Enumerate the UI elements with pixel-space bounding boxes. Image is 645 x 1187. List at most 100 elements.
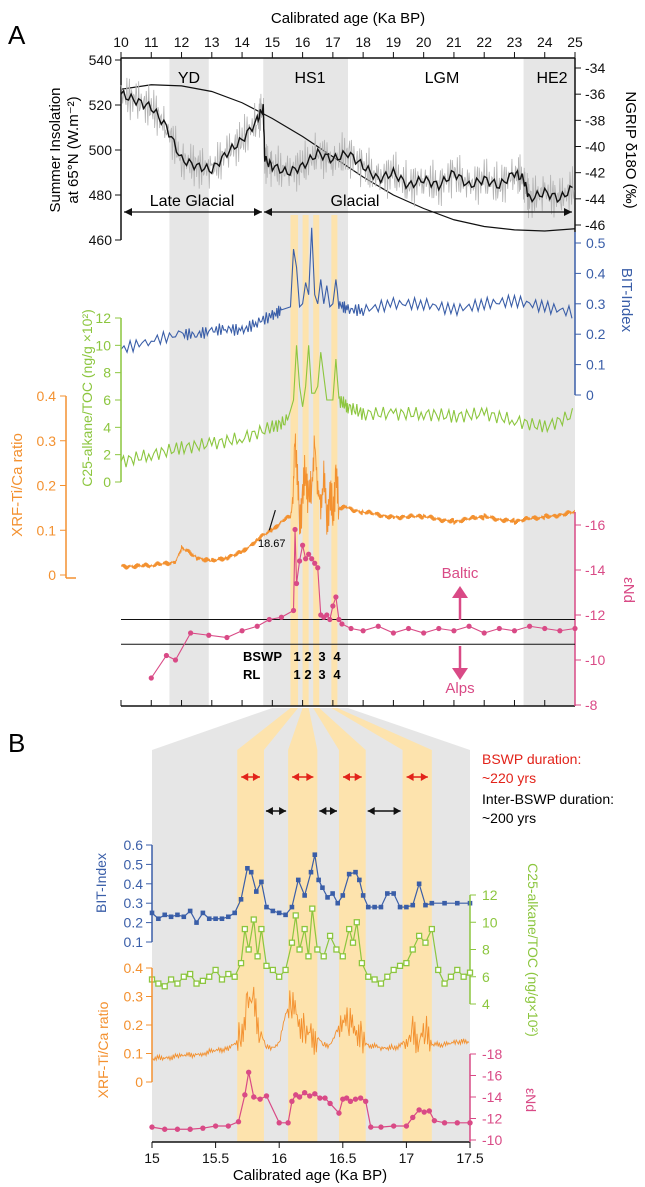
alkane-point-b-4 (174, 980, 181, 987)
bit-tick-label-a-3: 0.2 (586, 326, 606, 342)
period-label-yd: YD (178, 70, 200, 87)
nd-point-b-31 (368, 1124, 374, 1130)
annotation-age: 18.67 (258, 538, 286, 550)
nd-point-b-28 (352, 1096, 359, 1102)
nd-tick-label-b-3: -12 (482, 1111, 502, 1127)
late-glacial-label: Late Glacial (150, 193, 235, 210)
alkane-axis-title-b: C25-alkane/TOC (ng/g×10²) (525, 863, 541, 1037)
a-top-tick-label-5: 15 (265, 34, 281, 50)
inter-duration-label: Inter-BSWP duration: (482, 791, 614, 807)
nd-point-b-19 (307, 1093, 313, 1099)
bit-point-b-17 (254, 889, 259, 894)
a-top-tick-label-2: 12 (174, 34, 190, 50)
nd-point-a-27 (339, 621, 345, 627)
rl-row-label: RL (243, 667, 260, 682)
insolation-axis-title-2: at 65°N (W.m⁻²) (65, 96, 82, 203)
nd-point-b-20 (312, 1091, 318, 1097)
nd-point-a-8 (266, 616, 272, 623)
nd-point-b-30 (362, 1098, 369, 1105)
ngrip-tick-label-2: -38 (585, 112, 605, 128)
bit-tick-label-a-0: 0.5 (586, 235, 606, 251)
bswp-band-b-1 (237, 708, 299, 1142)
bit-point-b-6 (187, 908, 193, 914)
nd-point-b-40 (441, 1120, 448, 1126)
xrf-tick-label-b-2: 0.2 (124, 1017, 144, 1033)
nd-point-a-6 (239, 628, 245, 634)
nd-point-b-12 (263, 1093, 270, 1099)
b-tick-label-1: 15.5 (202, 1150, 229, 1166)
alkane-tick-label-a-0: 12 (95, 310, 111, 326)
alkane-point-b-30 (314, 946, 321, 953)
nd-point-a-10 (290, 607, 297, 614)
glacial-arrow-right-head (564, 208, 572, 216)
alkane-tick-label-a-6: 0 (103, 474, 111, 490)
bit-point-b-13 (232, 910, 237, 916)
alkane-point-b-43 (390, 966, 397, 974)
bit-point-b-50 (454, 900, 460, 906)
xrf-tick-label-a-3: 0.1 (37, 522, 57, 538)
a-top-tick-label-10: 20 (416, 34, 432, 50)
period-band-2 (523, 58, 575, 706)
late-glacial-arrow-left-head (124, 208, 132, 216)
nd-point-a-5 (224, 634, 230, 641)
bit-point-b-12 (226, 914, 231, 920)
bit-point-b-8 (200, 910, 206, 916)
nd-point-b-24 (336, 1110, 342, 1116)
nd-point-b-11 (257, 1096, 263, 1102)
nd-point-a-13 (296, 558, 303, 564)
alkane-point-b-25 (292, 912, 299, 919)
xrf-axis-title-a: XRF-Ti/Ca ratio (9, 433, 26, 537)
alkane-point-b-41 (377, 980, 385, 987)
bit-line-b (151, 854, 470, 924)
bit-axis-title-a: BIT-Index (618, 268, 635, 333)
bit-point-b-25 (302, 893, 307, 898)
nd-point-b-23 (327, 1100, 333, 1107)
alkane-point-b-40 (371, 976, 378, 983)
bswp-band-b-4 (331, 708, 432, 1142)
bswp-band-b-2 (288, 708, 318, 1142)
nd-point-a-17 (309, 556, 315, 562)
alps-label: Alps (445, 680, 474, 697)
nd-point-a-2 (172, 657, 179, 663)
alkane-point-b-29 (309, 905, 316, 912)
bswp-number-1: 1 (293, 649, 300, 664)
alkane-point-b-48 (422, 939, 429, 946)
alkane-point-b-5 (180, 973, 187, 980)
baltic-label: Baltic (442, 565, 479, 582)
ngrip-tick-label-6: -46 (585, 217, 605, 233)
alkane-point-b-8 (199, 977, 207, 984)
alkane-tick-label-b-1: 10 (482, 914, 498, 930)
bit-point-b-20 (270, 908, 276, 914)
bit-point-b-41 (385, 891, 390, 896)
ngrip-raw-line (120, 77, 575, 219)
bit-point-b-19 (264, 904, 269, 910)
bswp-duration-label: BSWP duration: (482, 751, 581, 767)
bswp-duration-arrow-right-1 (252, 773, 260, 781)
bit-point-b-18 (259, 879, 264, 885)
alkane-point-b-54 (460, 973, 467, 980)
nd-tick-label-a-3: -10 (585, 652, 605, 668)
nd-tick-label-a-0: -16 (585, 517, 605, 533)
inter-duration-arrow-left-2 (319, 807, 327, 815)
nd-point-a-32 (405, 625, 412, 632)
alkane-point-b-14 (237, 959, 245, 967)
bit-point-b-16 (248, 869, 254, 875)
a-top-tick-label-9: 19 (386, 34, 402, 50)
xrf-tick-label-b-1: 0.3 (124, 989, 144, 1005)
xrf-axis-title-b: XRF-Ti/Ca ratio (95, 1001, 111, 1098)
bit-point-b-21 (276, 910, 282, 916)
bit-point-b-10 (213, 916, 218, 922)
nd-point-b-21 (317, 1095, 323, 1101)
panel-a-top-axis-title: Calibrated age (Ka BP) (271, 10, 425, 27)
bit-line-a (120, 227, 573, 354)
nd-point-b-14 (285, 1120, 291, 1126)
nd-point-a-19 (315, 565, 321, 571)
nd-point-b-41 (454, 1120, 460, 1126)
alkane-tick-label-a-2: 8 (103, 365, 111, 381)
nd-point-b-39 (431, 1117, 438, 1124)
nd-point-a-43 (572, 625, 578, 632)
nd-axis-title-b: εNd (523, 1088, 539, 1112)
nd-point-b-32 (378, 1124, 384, 1130)
alkane-tick-label-b-4: 4 (482, 996, 490, 1012)
